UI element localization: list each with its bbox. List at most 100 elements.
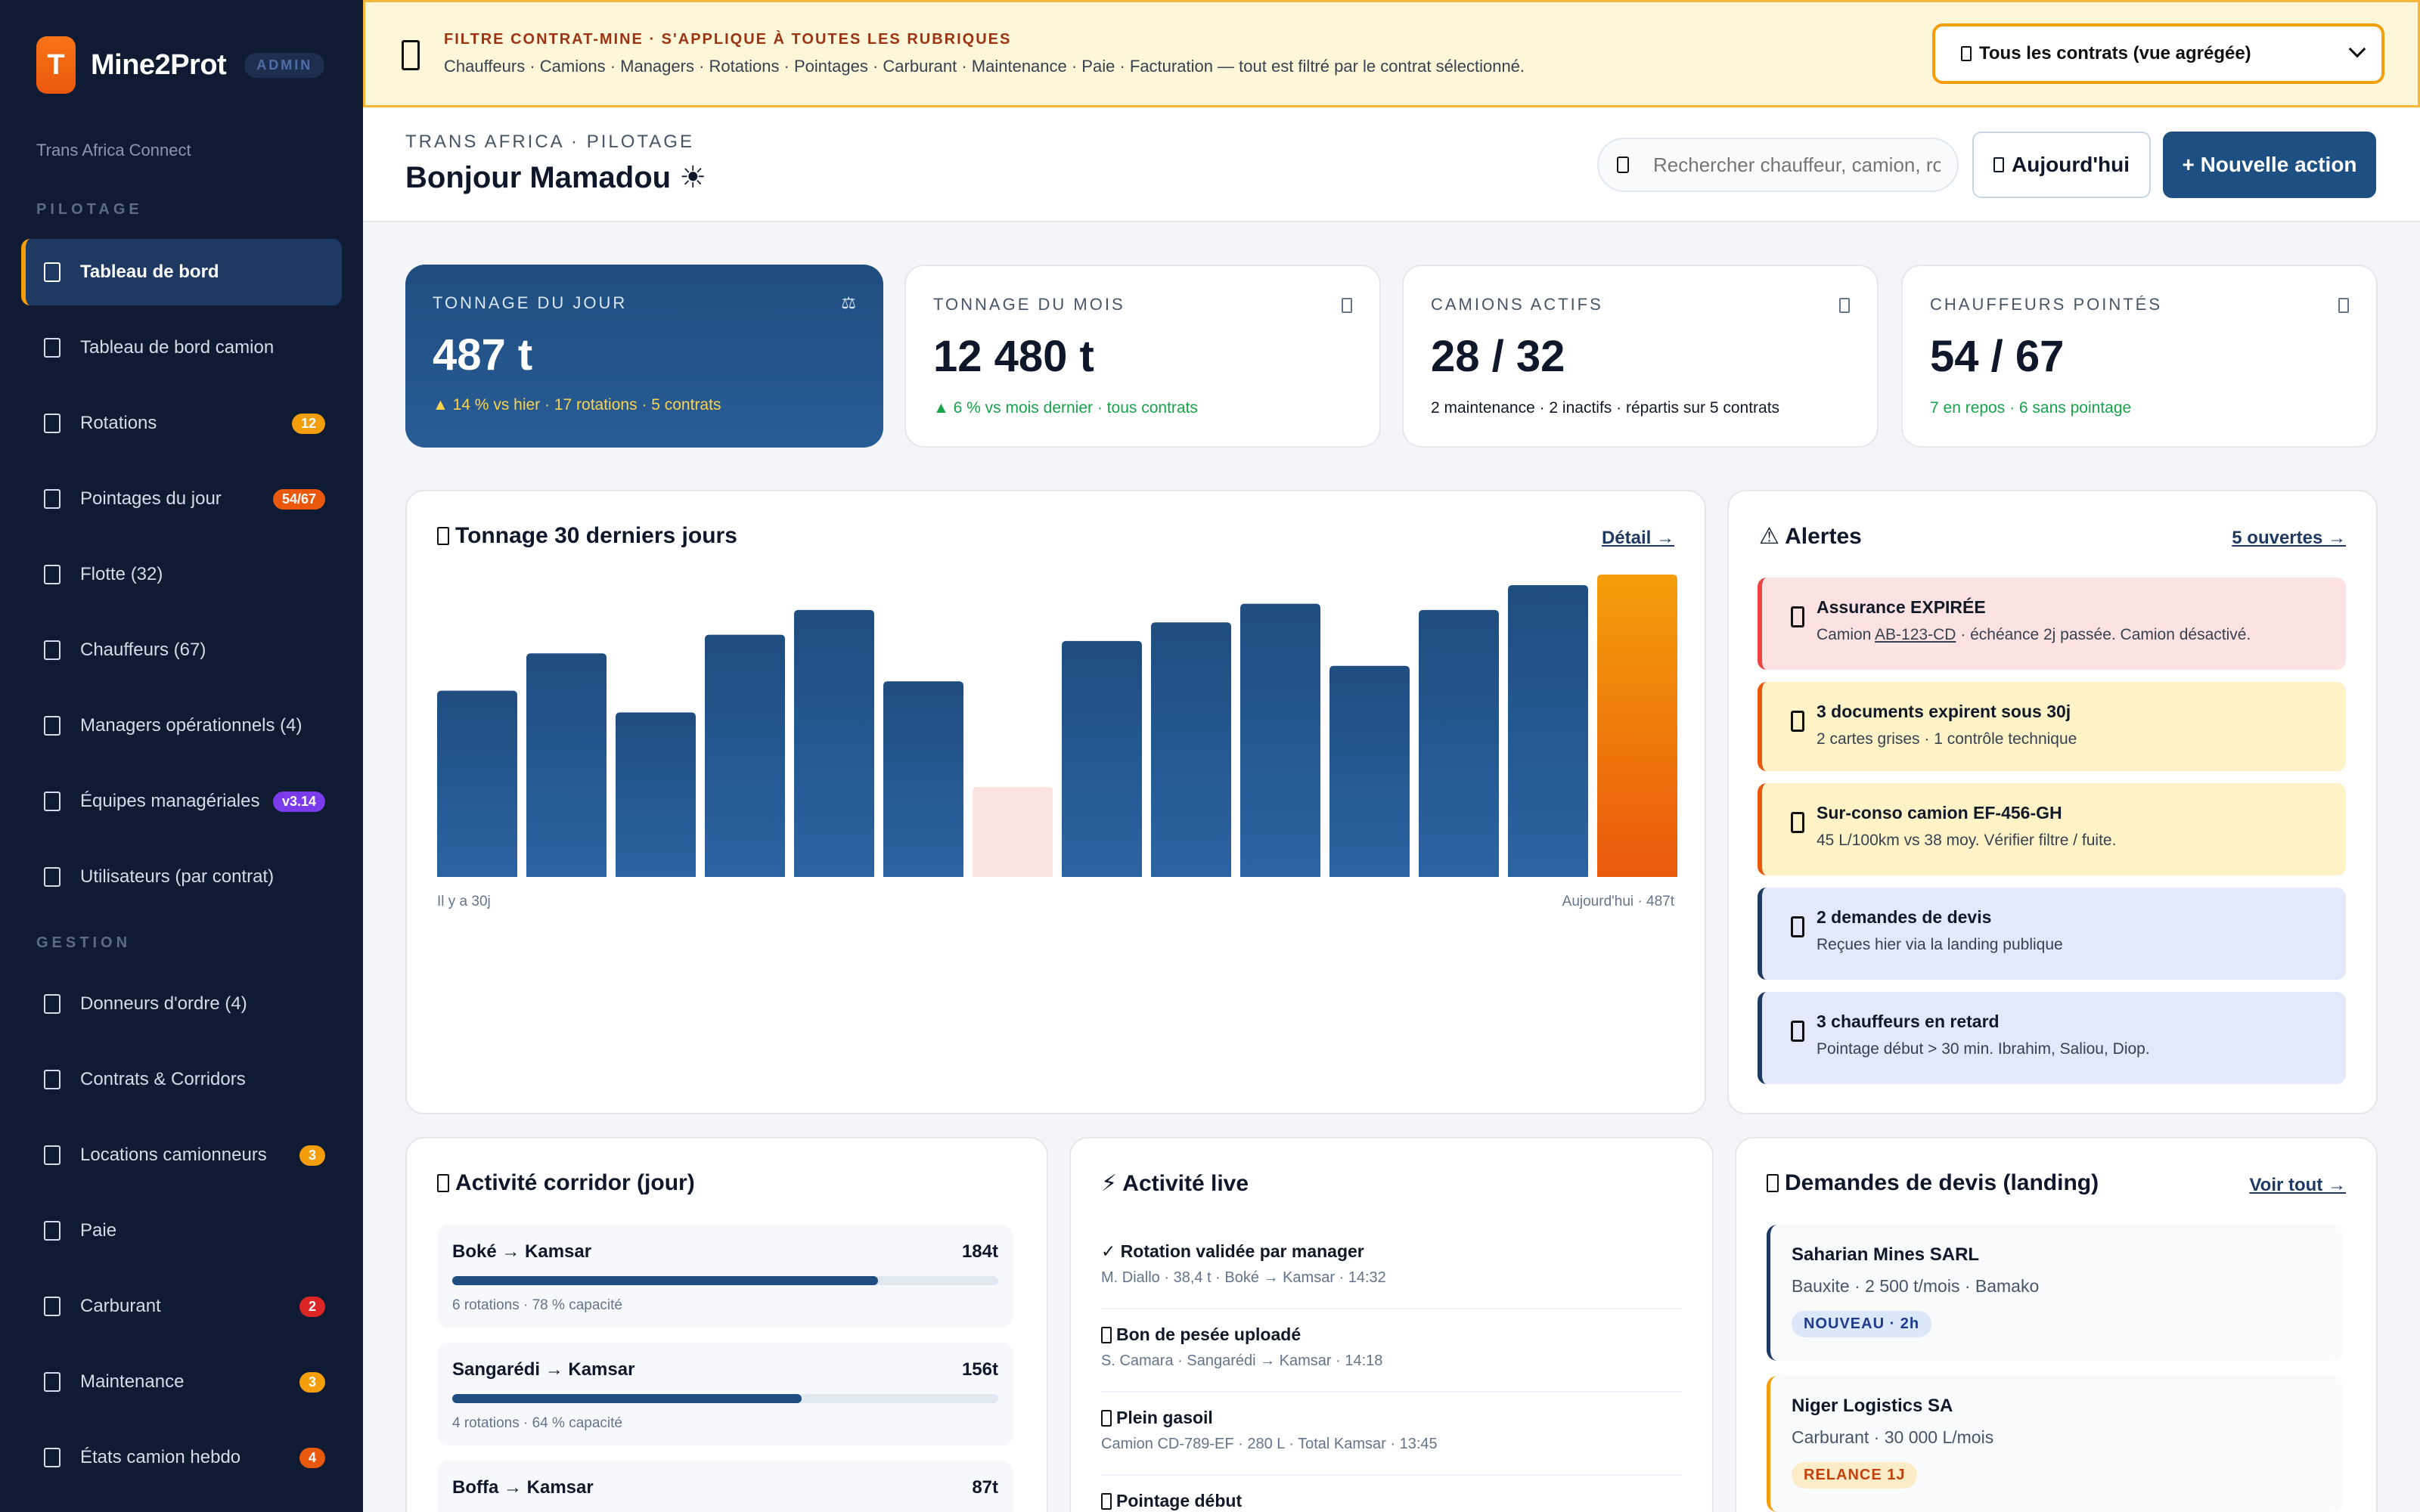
kpi-value: 28 / 32	[1431, 332, 1565, 381]
page-title: Bonjour Mamadou ☀	[405, 161, 707, 194]
filter-description: Chauffeurs · Camions · Managers · Rotati…	[444, 57, 1525, 76]
chart-bar-13[interactable]	[1597, 575, 1677, 877]
sidebar-item-contrats-corridors[interactable]: Contrats & Corridors	[21, 1046, 342, 1113]
chart-bar-6[interactable]	[973, 786, 1053, 877]
chart-bar-12[interactable]	[1508, 584, 1588, 877]
alerts-panel-title: ⚠ Alertes	[1759, 524, 1862, 549]
capacity-bar-fill	[452, 1276, 879, 1285]
chart-bar-3[interactable]	[705, 634, 785, 877]
quote-request-item[interactable]: Niger Logistics SA Carburant · 30 000 L/m…	[1767, 1376, 2343, 1512]
sidebar: T Mine2Prot ADMIN Trans Africa Connect P…	[0, 0, 363, 1512]
chart-bar-2[interactable]	[616, 712, 696, 877]
today-button[interactable]: Aujourd'hui	[1972, 132, 2151, 198]
nav-icon	[44, 1372, 60, 1392]
quotes-panel: Demandes de devis (landing) Voir tout → …	[1735, 1137, 2378, 1512]
sidebar-item-chauffeurs-67[interactable]: Chauffeurs (67)	[21, 617, 342, 683]
scale-icon: ⚖	[841, 293, 856, 312]
sidebar-item-e-quipes-manage-riales[interactable]: Équipes managériales v3.14	[21, 768, 342, 835]
activity-title: Pointage début	[1101, 1491, 1682, 1511]
chart-bar-11[interactable]	[1419, 609, 1499, 877]
sidebar-item-e-tats-camion-hebdo[interactable]: États camion hebdo 4	[21, 1424, 342, 1491]
sidebar-item-tableau-de-bord[interactable]: Tableau de bord	[21, 239, 342, 305]
alert-item[interactable]: Assurance EXPIRÉE Camion AB-123-CD · éché…	[1758, 578, 2346, 670]
inbox-icon	[1767, 1174, 1779, 1192]
chart-bar-1[interactable]	[526, 653, 607, 877]
nav-icon	[44, 338, 60, 358]
sidebar-item-carburant[interactable]: Carburant 2	[21, 1273, 342, 1340]
contract-select[interactable]: Tous les contrats (vue agrégée)	[1932, 23, 2384, 84]
search-box[interactable]	[1597, 138, 1959, 192]
sidebar-item-tableau-de-bord-camion[interactable]: Tableau de bord camion	[21, 314, 342, 381]
calendar-icon	[1342, 298, 1352, 313]
activity-item[interactable]: ✓ Rotation validée par manager M. Diallo …	[1101, 1241, 1682, 1287]
brand-logo: T	[36, 36, 76, 94]
filter-icon	[402, 40, 420, 70]
kpi-card-active-trucks[interactable]: CAMIONS ACTIFS 28 / 32 2 maintenance · 2…	[1402, 265, 1879, 448]
chart-bar-4[interactable]	[794, 609, 874, 877]
sidebar-item-paie[interactable]: Paie	[21, 1198, 342, 1264]
alert-item[interactable]: 2 demandes de devis Reçues hier via la la…	[1758, 888, 2346, 980]
alert-item[interactable]: Sur-conso camion EF-456-GH 45 L/100km vs …	[1758, 783, 2346, 875]
nav-icon	[44, 1145, 60, 1165]
panel-title: Tonnage 30 derniers jours	[437, 523, 737, 549]
activity-item[interactable]: Plein gasoil Camion CD-789-EF · 280 L · T…	[1101, 1408, 1682, 1453]
sidebar-item-rotations[interactable]: Rotations 12	[21, 390, 342, 457]
nav-icon	[44, 716, 60, 736]
kpi-sub: ▲ 6 % vs mois dernier · tous contrats	[933, 399, 1198, 417]
sidebar-item-donneurs-d-ordre-4[interactable]: Donneurs d'ordre (4)	[21, 971, 342, 1037]
chart-icon	[437, 527, 449, 545]
panel-title: Activité corridor (jour)	[437, 1170, 695, 1196]
see-all-link[interactable]: Voir tout →	[2249, 1175, 2346, 1195]
kpi-card-tonnage-day[interactable]: TONNAGE DU JOUR ⚖ 487 t ▲ 14 % vs hier ·…	[405, 265, 883, 448]
chart-bar-5[interactable]	[883, 681, 963, 877]
search-input[interactable]	[1653, 153, 1941, 177]
sidebar-item-managers-ope-rationnels-4[interactable]: Managers opérationnels (4)	[21, 692, 342, 759]
brand[interactable]: T Mine2Prot ADMIN	[36, 36, 325, 94]
truck-plate-link[interactable]: AB-123-CD	[1875, 626, 1956, 643]
chart-bar-10[interactable]	[1329, 665, 1410, 877]
sidebar-item-utilisateurs-par-contrat[interactable]: Utilisateurs (par contrat)	[21, 844, 342, 910]
kpi-value: 487 t	[433, 330, 533, 380]
alert-desc-text: Pointage début > 30 min. Ibrahim, Saliou…	[1817, 1040, 2150, 1058]
tonnage-panel-title: Tonnage 30 derniers jours	[455, 523, 737, 548]
chart-bar-0[interactable]	[437, 690, 517, 877]
corridor-item[interactable]: Sangarédi → Kamsar 156t 4 rotations · 64 %…	[437, 1343, 1013, 1445]
count-badge: 54/67	[272, 488, 325, 510]
capacity-bar	[452, 1394, 998, 1403]
alert-item[interactable]: 3 documents expirent sous 30j 2 cartes gr…	[1758, 682, 2346, 771]
alert-item[interactable]: 3 chauffeurs en retard Pointage début > 3…	[1758, 992, 2346, 1084]
nav-icon	[44, 1448, 60, 1467]
activity-title: Plein gasoil	[1101, 1408, 1682, 1428]
capacity-bar	[452, 1276, 998, 1285]
activity-item[interactable]: Pointage début	[1101, 1491, 1682, 1511]
sidebar-item-label: Locations camionneurs	[80, 1145, 267, 1165]
activity-item[interactable]: Bon de pesée uploadé S. Camara · Sangaréd…	[1101, 1325, 1682, 1370]
chart-bar-7[interactable]	[1062, 640, 1142, 877]
quote-request-item[interactable]: Saharian Mines SARL Bauxite · 2 500 t/moi…	[1767, 1225, 2343, 1361]
sidebar-item-locations-camionneurs[interactable]: Locations camionneurs 3	[21, 1122, 342, 1188]
chart-bar-8[interactable]	[1151, 622, 1231, 877]
new-action-button[interactable]: + Nouvelle action	[2163, 132, 2376, 198]
organization-name: Trans Africa Connect	[36, 141, 191, 160]
kpi-card-drivers[interactable]: CHAUFFEURS POINTÉS 54 / 67 7 en repos · …	[1901, 265, 2378, 448]
corridor-item[interactable]: Boffa → Kamsar 87t	[437, 1461, 1013, 1512]
alert-title: 2 demandes de devis	[1817, 907, 1992, 927]
sidebar-item-flotte-32[interactable]: Flotte (32)	[21, 541, 342, 608]
kpi-value: 54 / 67	[1930, 332, 2065, 381]
alert-title: Assurance EXPIRÉE	[1817, 597, 1986, 617]
sidebar-item-maintenance[interactable]: Maintenance 3	[21, 1349, 342, 1415]
open-alerts-link[interactable]: 5 ouvertes →	[2232, 528, 2346, 548]
count-badge: 3	[299, 1145, 325, 1166]
nav-icon	[44, 640, 60, 660]
corridor-item[interactable]: Boké → Kamsar 184t 6 rotations · 78 % capa…	[437, 1225, 1013, 1328]
nav-icon	[44, 867, 60, 887]
alert-desc-text: 45 L/100km vs 38 moy. Vérifier filtre / …	[1817, 832, 2117, 849]
chevron-down-icon	[2348, 40, 2366, 58]
detail-link[interactable]: Détail →	[1601, 528, 1674, 548]
chart-bar-9[interactable]	[1240, 603, 1320, 877]
truck-icon	[1839, 298, 1850, 313]
axis-end-label: Aujourd'hui · 487t	[1562, 894, 1674, 909]
fuel-icon	[1101, 1409, 1112, 1427]
sidebar-item-pointages-du-jour[interactable]: Pointages du jour 54/67	[21, 466, 342, 532]
kpi-card-tonnage-month[interactable]: TONNAGE DU MOIS 12 480 t ▲ 6 % vs mois d…	[904, 265, 1381, 448]
